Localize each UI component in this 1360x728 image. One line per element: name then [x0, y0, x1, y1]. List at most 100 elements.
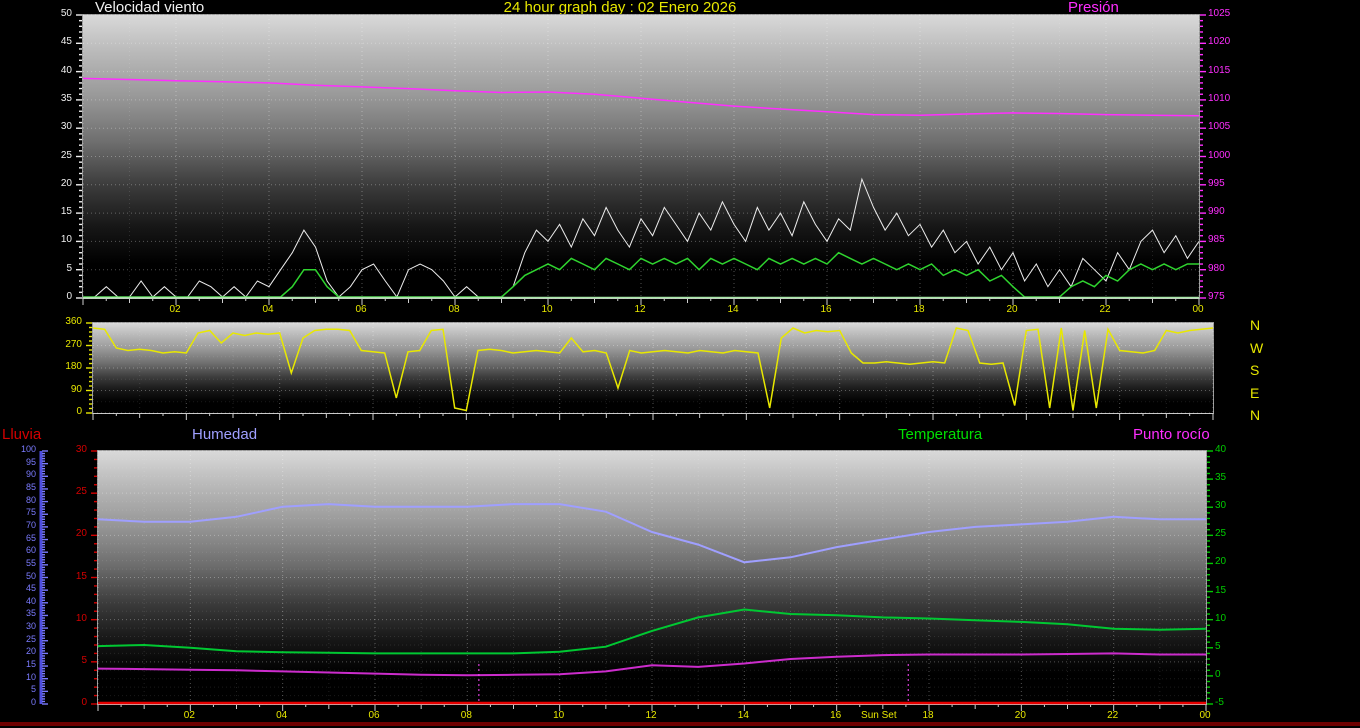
wind-speed-pressure-chart-left-tick: 35 [60, 92, 72, 104]
humidity-temperature-chart-temp_right-tick: 35 [1215, 472, 1227, 484]
humidity-temperature-chart-humidity_left-tick: 45 [25, 583, 36, 594]
humidity-temperature-chart-x-tick: 14 [737, 710, 749, 721]
wind-gust-line [83, 177, 1200, 299]
humidity-temperature-chart-humidity_left-tick: 50 [25, 570, 36, 581]
humidity-temperature-chart-rain_left-tick: 30 [75, 444, 87, 455]
wind-speed-pressure-chart-x-tick: 10 [541, 304, 553, 315]
humidity-temperature-chart-temp_right-tick: 10 [1215, 612, 1227, 624]
humidity-temperature-chart-rain_left-tick: 0 [81, 697, 87, 708]
wind-speed-pressure-chart-right-tick: 1010 [1208, 92, 1231, 104]
wind-speed-pressure-chart-x-tick: 12 [634, 304, 646, 315]
wind-speed-pressure-chart-right-tick: 990 [1208, 206, 1225, 218]
wind-speed-pressure-chart-left-tick: 20 [60, 177, 72, 189]
wind-speed-pressure-chart-x-tick: 04 [262, 304, 274, 315]
wind-speed-pressure-chart-x-tick: 18 [913, 304, 925, 315]
humidity-temperature-chart-humidity_left-tick: 5 [30, 684, 36, 695]
wind-speed-pressure-chart-left-tick: 25 [60, 149, 72, 161]
humidity-temperature-chart-humidity_left-tick: 65 [25, 532, 36, 543]
wind-direction-chart-left-tick: 0 [76, 406, 82, 417]
wind-speed-label: Velocidad viento [95, 0, 205, 16]
humidity-temperature-chart-humidity_left-tick: 55 [25, 557, 36, 568]
wind-direction-chart-left-tick: 90 [70, 383, 82, 395]
compass-label-3: E [1250, 384, 1260, 401]
page-title: 24 hour graph day : 02 Enero 2026 [503, 0, 737, 16]
rain-label: Lluvia [2, 426, 42, 443]
temperature-label: Temperatura [898, 426, 983, 443]
humidity-temperature-chart-humidity_left-tick: 25 [25, 633, 36, 644]
compass-label-4: N [1250, 407, 1261, 423]
humidity-temperature-chart-temp_right-tick: 0 [1215, 668, 1221, 680]
wind-speed-pressure-chart-left-tick: 10 [60, 234, 72, 246]
humidity-temperature-chart-rain_left-tick: 5 [81, 654, 87, 666]
humidity-temperature-chart-humidity_left-tick: 30 [25, 621, 36, 632]
wind-speed-pressure-chart-right-tick: 1000 [1208, 149, 1231, 161]
wind-speed-pressure-chart-right-tick: 1005 [1208, 121, 1231, 133]
humidity-temperature-chart-x-tick: 02 [183, 710, 195, 721]
wind-speed-pressure-chart [76, 14, 1206, 305]
wind-direction-chart-left-tick: 270 [65, 338, 82, 350]
humidity-temperature-chart-humidity_left-tick: 60 [25, 545, 36, 556]
wind-speed-pressure-chart-left-tick: 15 [60, 206, 72, 218]
wind-direction-chart-left-tick: 180 [65, 361, 82, 372]
humidity-temperature-chart-humidity_left-tick: 15 [25, 659, 36, 670]
wind-speed-pressure-chart-x-tick: 14 [727, 304, 739, 315]
humidity-temperature-chart-temp_right-tick: 25 [1215, 528, 1227, 540]
wind-speed-pressure-chart-x-tick: 22 [1099, 304, 1111, 315]
humidity-temperature-chart-humidity_left-tick: 95 [25, 456, 36, 467]
humidity-label: Humedad [192, 426, 258, 443]
wind-speed-pressure-chart-x-tick: 02 [169, 304, 181, 315]
humidity-temperature-chart-rain_left-tick: 20 [75, 528, 87, 540]
compass-label-2: S [1250, 362, 1260, 378]
wind-speed-pressure-chart-x-tick: 08 [448, 304, 460, 315]
pressure-label: Presión [1068, 0, 1119, 16]
wind-direction-line [92, 326, 1214, 412]
wind-speed-pressure-chart-left-tick: 5 [66, 262, 72, 274]
humidity-temperature-chart-x-tick: 08 [460, 710, 472, 721]
wind-speed-pressure-chart-left-tick: 50 [60, 8, 72, 19]
humidity-temperature-chart-temp_right-tick: 40 [1215, 444, 1227, 455]
wind-speed-pressure-chart-x-tick: 16 [820, 304, 832, 315]
humidity-temperature-chart-humidity_left-tick: 20 [25, 646, 36, 657]
humidity-temperature-chart [39, 450, 1213, 711]
wind-speed-pressure-chart-left-tick: 45 [60, 36, 72, 48]
humidity-temperature-chart-humidity_left-tick: 100 [20, 444, 36, 454]
humidity-temperature-chart-x-tick: 04 [276, 710, 288, 721]
humidity-temperature-chart-humidity_left-tick: 10 [25, 671, 36, 682]
wind-speed-pressure-chart-left-tick: 40 [60, 64, 72, 76]
humidity-temperature-chart-x-tick: 18 [922, 710, 934, 721]
humidity-temperature-chart-temp_right-tick: 20 [1215, 556, 1227, 568]
humidity-temperature-chart-x-tick: 00 [1199, 710, 1211, 721]
temperature-line [97, 608, 1207, 655]
humidity-temperature-chart-rain_left-tick: 15 [75, 570, 87, 582]
humidity-temperature-chart-x-tick: 16 [830, 710, 842, 721]
humidity-temperature-chart-x-tick: 06 [368, 710, 380, 721]
humidity-temperature-chart-humidity_left-tick: 90 [25, 469, 36, 480]
wind-direction-chart [86, 322, 1214, 420]
wind-direction-chart-left-tick: 360 [65, 316, 82, 327]
humidity-temperature-chart-humidity_left-tick: 80 [25, 494, 36, 505]
wind-direction-chart-svg [86, 322, 1214, 420]
wind-speed-pressure-chart-x-tick: 00 [1192, 304, 1204, 315]
humidity-temperature-chart-x-tick: 10 [553, 710, 565, 721]
wind-speed-pressure-chart-right-tick: 985 [1208, 234, 1225, 246]
humidity-temperature-chart-temp_right-tick: 5 [1215, 640, 1221, 652]
wind-speed-pressure-chart-svg [76, 14, 1206, 305]
humidity-temperature-chart-humidity_left-tick: 35 [25, 608, 36, 619]
humidity-temperature-chart-rain_left-tick: 25 [75, 486, 87, 498]
wind-speed-pressure-chart-right-tick: 1025 [1208, 8, 1231, 19]
dew-point-line [97, 652, 1206, 677]
dew-point-label: Punto rocío [1133, 426, 1210, 443]
humidity-temperature-chart-x-tick: 12 [645, 710, 657, 721]
wind-speed-pressure-chart-x-tick: 20 [1006, 304, 1018, 315]
sunset-annotation: Sun Set [861, 710, 897, 721]
wind-speed-pressure-chart-left-tick: 0 [66, 291, 72, 302]
wind-speed-pressure-chart-right-tick: 1020 [1208, 36, 1231, 48]
wind-speed-pressure-chart-right-tick: 980 [1208, 262, 1225, 274]
humidity-temperature-chart-svg [39, 450, 1213, 711]
compass-label-1: W [1250, 339, 1264, 356]
compass-label-0: N [1250, 317, 1261, 333]
wind-speed-pressure-chart-x-tick: 06 [355, 304, 367, 315]
humidity-temperature-chart-humidity_left-tick: 0 [30, 697, 36, 707]
wind-speed-pressure-chart-left-tick: 30 [60, 121, 72, 133]
